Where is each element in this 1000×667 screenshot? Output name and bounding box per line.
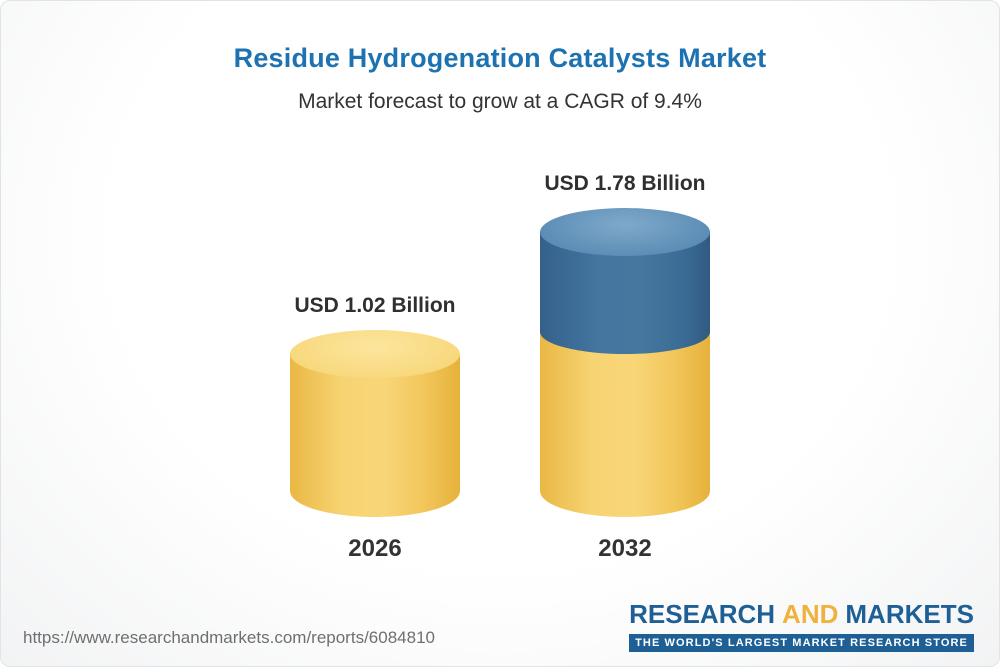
x-axis-label-2026: 2026 [348, 535, 402, 562]
logo-inner: RESEARCH AND MARKETS THE WORLD'S LARGEST M… [629, 599, 974, 652]
logo-wordmark: RESEARCH AND MARKETS [629, 599, 974, 629]
bar-group-2032: USD 1.78 Billion 2032 [540, 172, 710, 563]
footer: https://www.researchandmarkets.com/repor… [1, 599, 999, 666]
cylinder-2026-top-face [290, 330, 460, 378]
research-and-markets-logo: RESEARCH AND MARKETS THE WORLD'S LARGEST M… [629, 599, 974, 652]
x-axis-label-2032: 2032 [598, 535, 652, 562]
cylinder-2032 [540, 208, 710, 517]
bar-value-label-2032: USD 1.78 Billion [544, 172, 706, 195]
logo-word-and: AND [782, 599, 839, 629]
cylinder-2032-top-face [540, 208, 710, 256]
chart-title: Residue Hydrogenation Catalysts Market [233, 43, 767, 73]
bar-value-label-2026: USD 1.02 Billion [294, 294, 456, 317]
bar-group-2026: USD 1.02 Billion 2026 [290, 294, 460, 563]
cylinder-2026 [290, 330, 460, 517]
cylinder-2032-growth-segment [540, 208, 710, 354]
logo-word-research: RESEARCH [629, 599, 776, 629]
logo-tagline: THE WORLD'S LARGEST MARKET RESEARCH STOR… [629, 634, 974, 652]
bar-chart: USD 1.02 Billion 2026 USD 1.78 Billion 2… [1, 1, 999, 563]
logo-word-markets: MARKETS [845, 599, 974, 629]
chart-subtitle: Market forecast to grow at a CAGR of 9.4… [298, 90, 702, 113]
report-url: https://www.researchandmarkets.com/repor… [23, 628, 435, 647]
